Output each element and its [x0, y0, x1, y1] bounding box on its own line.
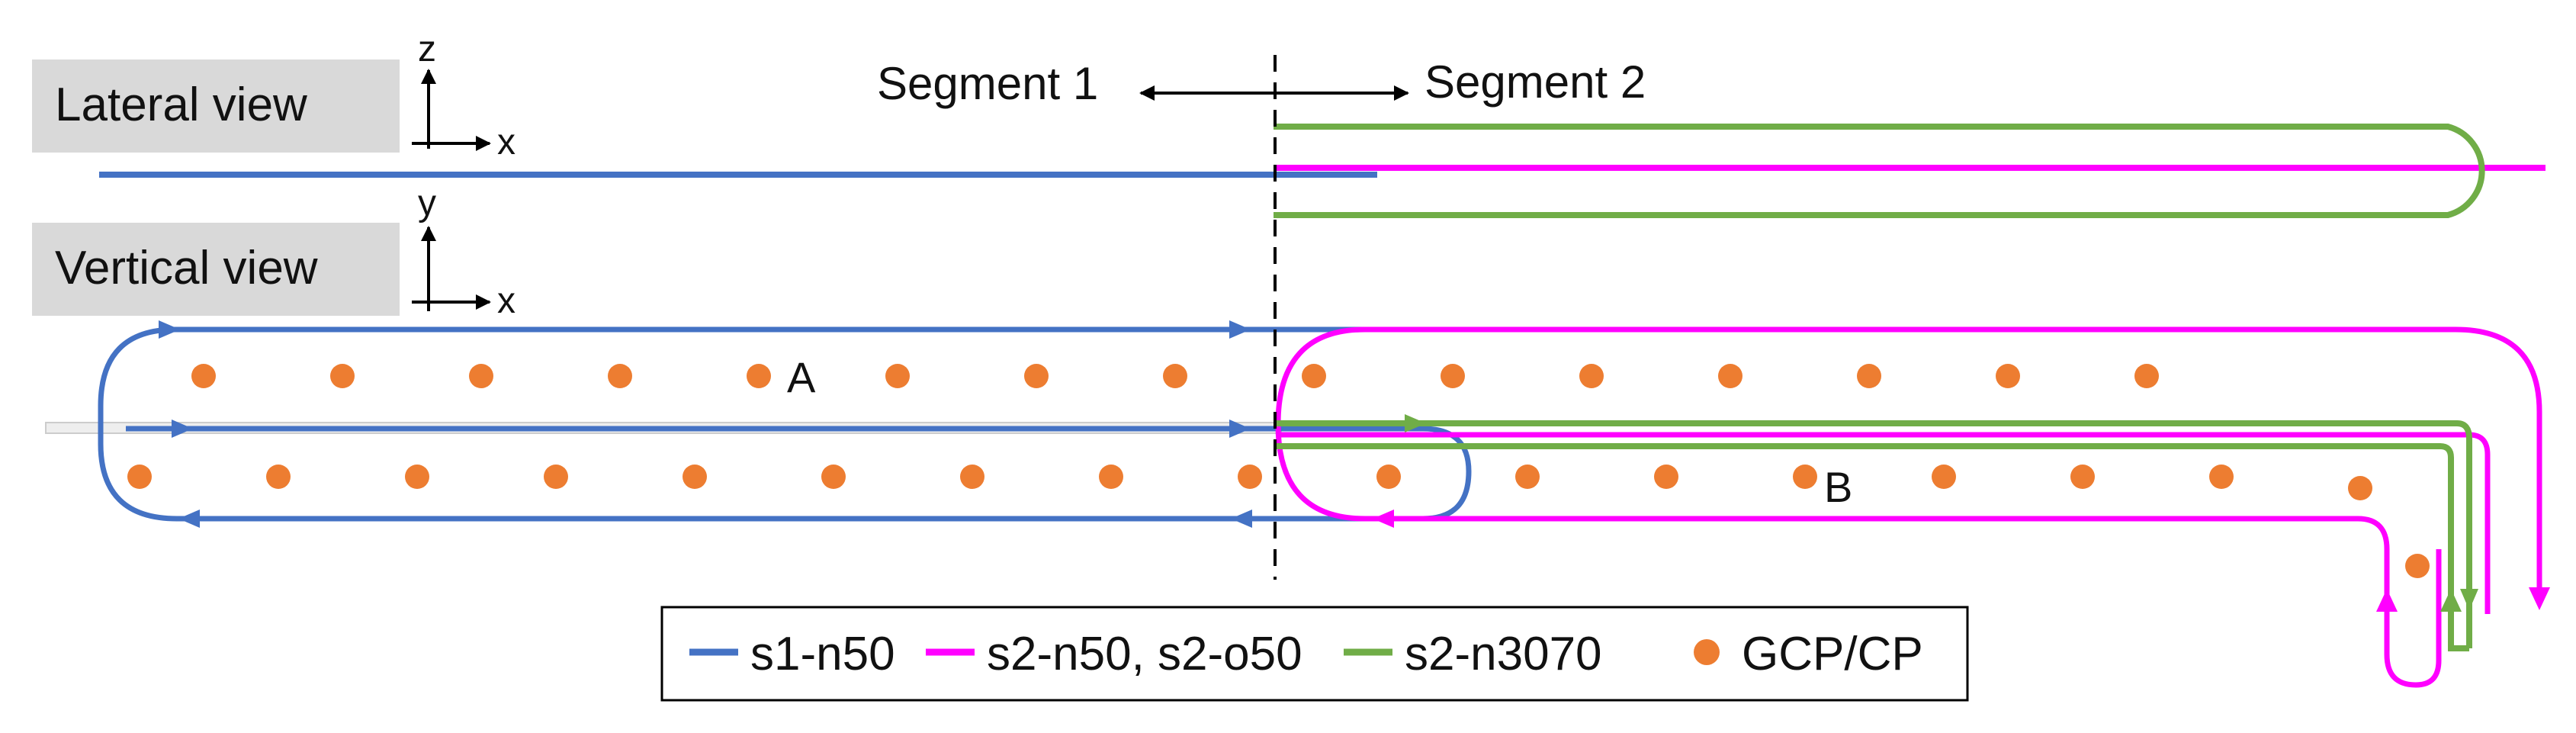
gcp-point [747, 364, 771, 388]
cp-point [2209, 465, 2234, 489]
cp-point [821, 465, 846, 489]
s2-n3070-route [1275, 414, 2478, 651]
gcp-point [1718, 364, 1742, 388]
gcp-point [608, 364, 632, 388]
point-b-label: B [1824, 463, 1852, 511]
vertical-axis-x-label: x [497, 281, 516, 321]
cp-point [2405, 554, 2430, 578]
gcp-point [1996, 364, 2020, 388]
gcp-point [1163, 364, 1187, 388]
cp-point [1932, 465, 1956, 489]
cp-point [1376, 465, 1401, 489]
orange-dot-swatch [1694, 639, 1720, 665]
gcp-point [1441, 364, 1465, 388]
lateral-view-label-box [32, 59, 400, 153]
cp-point [405, 465, 429, 489]
legend-label-s2-n3070: s2-n3070 [1405, 628, 1602, 680]
cp-point [127, 465, 152, 489]
gcp-point [191, 364, 216, 388]
legend-label-s1-n50: s1-n50 [750, 628, 895, 680]
lateral-axis-icon [412, 69, 491, 151]
legend-box [660, 606, 1969, 702]
cp-point [1515, 465, 1540, 489]
cp-point [1654, 465, 1678, 489]
s1-n50-route [98, 320, 1472, 528]
legend-label-s2-n50: s2-n50, s2-o50 [987, 628, 1302, 680]
legend: s1-n50 s2-n50, s2-o50 s2-n3070 GCP/CP [660, 606, 1969, 702]
lateral-view-label: Lateral view [55, 79, 307, 131]
gcp-point [1579, 364, 1604, 388]
cp-point [1793, 465, 1817, 489]
segment-2-label: Segment 2 [1425, 56, 1646, 108]
cp-point [1099, 465, 1123, 489]
gcp-point [1302, 364, 1326, 388]
gcp-point [469, 364, 493, 388]
cp-point [1238, 465, 1262, 489]
cp-point [960, 465, 984, 489]
lateral-axis-x-label: x [497, 122, 516, 162]
lateral-axis-z-label: z [418, 29, 436, 69]
cp-point [2348, 476, 2372, 500]
cp-point [2070, 465, 2095, 489]
lateral-s2-n3070-loop [1274, 124, 2485, 218]
segment-1-label: Segment 1 [877, 58, 1098, 109]
cp-point [266, 465, 291, 489]
cp-point [683, 465, 707, 489]
vertical-axis-icon [412, 226, 491, 311]
vertical-axis-y-label: y [418, 183, 436, 223]
gcp-point [1857, 364, 1881, 388]
gcp-point [330, 364, 355, 388]
gcp-point [885, 364, 910, 388]
legend-label-gcp-cp: GCP/CP [1742, 628, 1923, 680]
point-a-label: A [787, 353, 816, 401]
vertical-view-label-box [32, 223, 400, 316]
cp-point [544, 465, 568, 489]
gcp-point [1024, 364, 1049, 388]
gcp-cp-points [127, 364, 2430, 578]
gcp-point [2134, 364, 2159, 388]
vertical-view-label: Vertical view [55, 242, 318, 294]
